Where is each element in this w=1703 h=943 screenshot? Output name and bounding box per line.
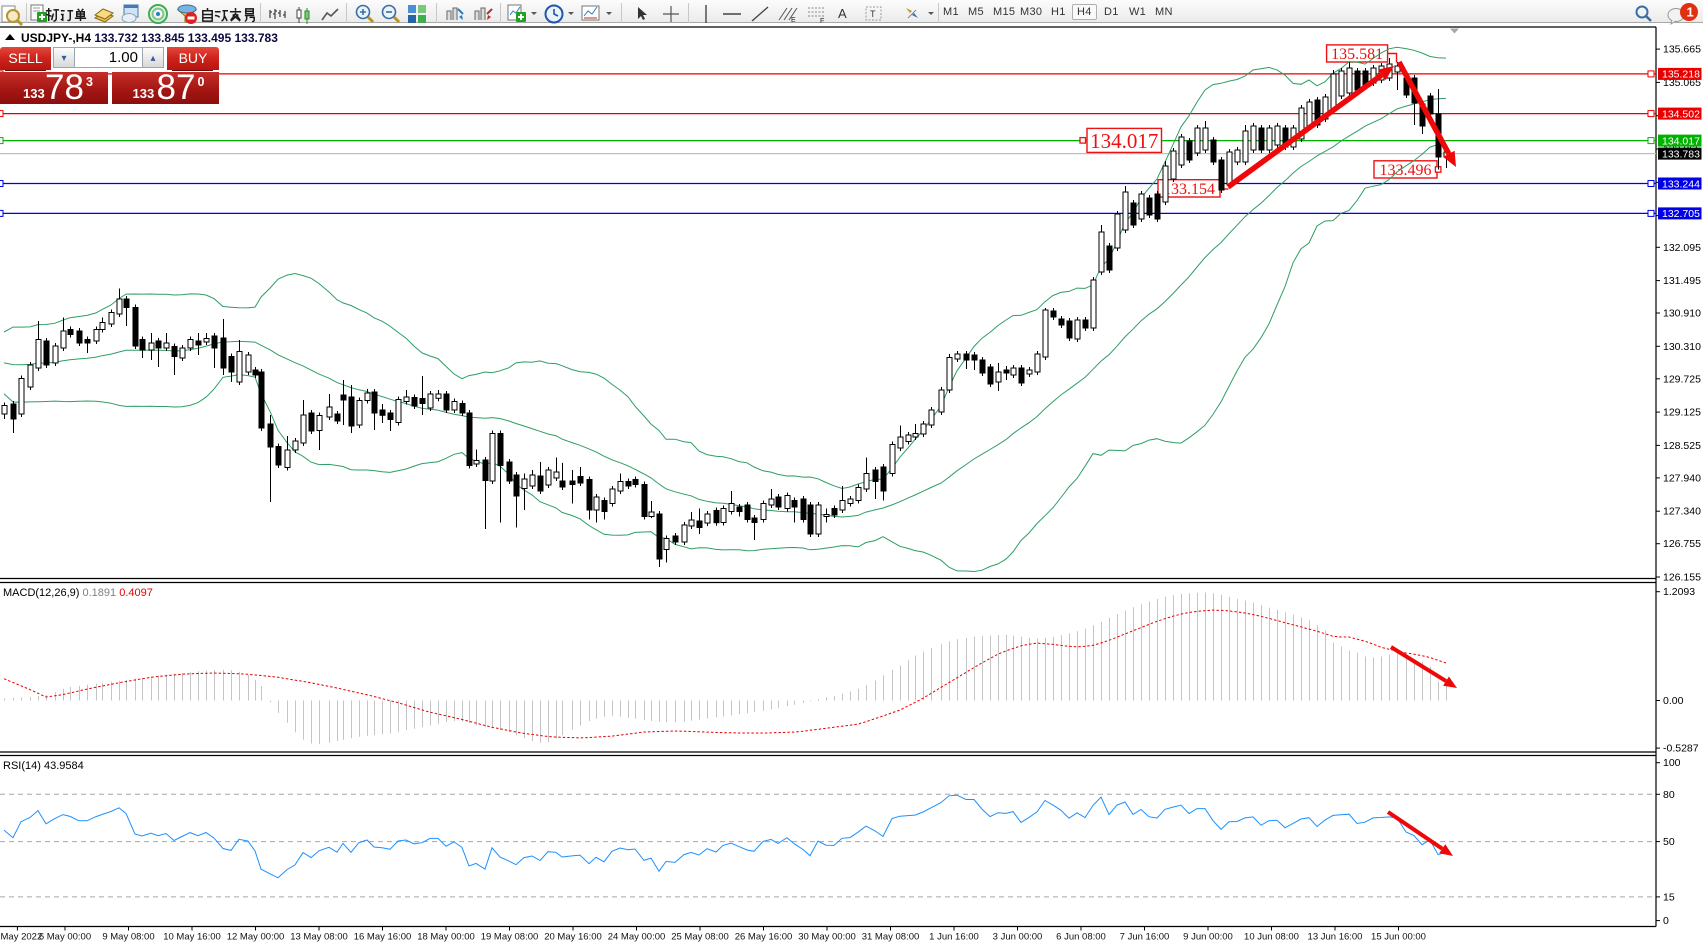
svg-text:131.495: 131.495 (1663, 275, 1701, 287)
svg-text:T: T (870, 9, 876, 19)
svg-text:7 Jun 16:00: 7 Jun 16:00 (1120, 932, 1170, 943)
svg-text:1: 1 (1687, 5, 1694, 20)
svg-text:135.581: 135.581 (1331, 46, 1383, 63)
svg-text:16 May 16:00: 16 May 16:00 (354, 932, 412, 943)
svg-text:18 May 00:00: 18 May 00:00 (417, 932, 475, 943)
svg-text:13 May 08:00: 13 May 08:00 (290, 932, 348, 943)
svg-text:26 May 16:00: 26 May 16:00 (735, 932, 793, 943)
svg-text:100: 100 (1663, 757, 1681, 769)
svg-text:15 Jun 00:00: 15 Jun 00:00 (1371, 932, 1426, 943)
svg-text:25 May 08:00: 25 May 08:00 (671, 932, 729, 943)
svg-text:6 May 00:00: 6 May 00:00 (39, 932, 91, 943)
svg-text:3 Jun 00:00: 3 Jun 00:00 (993, 932, 1043, 943)
svg-text:133.783: 133.783 (1662, 148, 1700, 160)
svg-text:0: 0 (1663, 915, 1669, 927)
svg-text:135.665: 135.665 (1663, 44, 1701, 56)
svg-text:132.095: 132.095 (1663, 242, 1701, 254)
svg-text:13 Jun 16:00: 13 Jun 16:00 (1308, 932, 1363, 943)
svg-text:10 Jun 08:00: 10 Jun 08:00 (1244, 932, 1299, 943)
svg-text:10 May 16:00: 10 May 16:00 (163, 932, 221, 943)
svg-text:126.155: 126.155 (1663, 572, 1701, 584)
svg-text:12 May 00:00: 12 May 00:00 (227, 932, 285, 943)
svg-text:9 May 08:00: 9 May 08:00 (102, 932, 154, 943)
svg-text:9 Jun 00:00: 9 Jun 00:00 (1183, 932, 1233, 943)
svg-text:6 Jun 08:00: 6 Jun 08:00 (1056, 932, 1106, 943)
svg-text:129.725: 129.725 (1663, 373, 1701, 385)
svg-text:30 May 00:00: 30 May 00:00 (798, 932, 856, 943)
svg-text:5 May 2022: 5 May 2022 (0, 932, 42, 943)
svg-text:20 May 16:00: 20 May 16:00 (544, 932, 602, 943)
svg-text:134.502: 134.502 (1662, 108, 1700, 120)
svg-text:130.910: 130.910 (1663, 308, 1701, 320)
svg-text:133.154: 133.154 (1163, 181, 1215, 198)
svg-text:50: 50 (1663, 836, 1675, 848)
svg-text:132.705: 132.705 (1662, 208, 1700, 220)
svg-text:134.017: 134.017 (1662, 135, 1700, 147)
svg-text:MACD(12,26,9) 0.1891 0.4097: MACD(12,26,9) 0.1891 0.4097 (3, 587, 153, 599)
svg-text:E: E (791, 17, 796, 24)
svg-text:-0.5287: -0.5287 (1663, 743, 1699, 755)
svg-text:1 Jun 16:00: 1 Jun 16:00 (929, 932, 979, 943)
svg-text:133.244: 133.244 (1662, 178, 1700, 190)
svg-text:127.940: 127.940 (1663, 472, 1701, 484)
svg-text:RSI(14) 43.9584: RSI(14) 43.9584 (3, 760, 84, 772)
svg-text:31 May 08:00: 31 May 08:00 (862, 932, 920, 943)
svg-text:134.017: 134.017 (1090, 129, 1158, 153)
svg-text:F: F (820, 18, 824, 24)
svg-text:0.00: 0.00 (1663, 695, 1684, 707)
svg-text:19 May 08:00: 19 May 08:00 (481, 932, 539, 943)
svg-text:24 May 00:00: 24 May 00:00 (608, 932, 666, 943)
svg-text:133.496: 133.496 (1380, 162, 1432, 179)
svg-text:1.2093: 1.2093 (1663, 586, 1695, 598)
svg-text:129.125: 129.125 (1663, 407, 1701, 419)
svg-text:127.340: 127.340 (1663, 506, 1701, 518)
svg-text:128.525: 128.525 (1663, 440, 1701, 452)
svg-text:80: 80 (1663, 789, 1675, 801)
svg-text:15: 15 (1663, 891, 1675, 903)
svg-text:130.310: 130.310 (1663, 341, 1701, 353)
svg-text:126.755: 126.755 (1663, 538, 1701, 550)
svg-text:135.218: 135.218 (1662, 69, 1700, 81)
svg-text:USDJPY-,H4 133.732 133.845 13: USDJPY-,H4 133.732 133.845 133.495 133.7… (21, 31, 278, 45)
